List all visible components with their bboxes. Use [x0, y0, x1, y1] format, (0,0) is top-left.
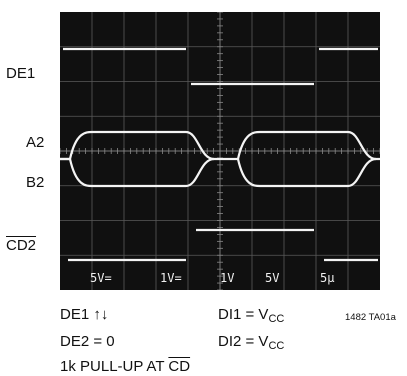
trace-b2 [60, 157, 380, 188]
caption-di2-sub: CC [268, 340, 285, 352]
scale-readout: 5V= 1V= 1V 5V 5µ [90, 271, 334, 285]
caption-pullup-cd: CD [168, 358, 191, 375]
caption-pullup-text: 1k PULL-UP AT [60, 358, 169, 375]
caption-de2: DE2 = 0 [60, 333, 115, 350]
scale-readout-item: 5V= [90, 271, 112, 285]
oscilloscope-screen: 5V= 1V= 1V 5V 5µ [60, 12, 380, 290]
figure-reference: 1482 TA01a [345, 312, 396, 323]
scope-traces [60, 47, 380, 262]
scale-readout-item: 1V [220, 271, 234, 285]
scale-readout-item: 5V [265, 271, 279, 285]
trace-label-b2: B2 [26, 174, 45, 191]
trace-de1 [63, 47, 378, 86]
caption-di2-main: DI2 = V [218, 333, 269, 350]
caption-di1-sub: CC [268, 313, 285, 325]
scale-readout-item: 1V= [160, 271, 182, 285]
caption-pullup: 1k PULL-UP AT CD [60, 359, 190, 374]
caption-de1: DE1 ↑↓ [60, 306, 109, 323]
trace-cd2 [68, 228, 378, 262]
caption-di2: DI2 = VCC [218, 334, 284, 352]
trace-label-de1: DE1 [6, 65, 36, 82]
caption-di1-main: DI1 = V [218, 306, 269, 323]
scope-grid [60, 12, 380, 290]
trace-label-a2: A2 [26, 134, 45, 151]
trace-label-cd2: CD2 [6, 237, 37, 254]
scale-readout-item: 5µ [320, 271, 334, 285]
caption-di1: DI1 = VCC [218, 307, 284, 325]
